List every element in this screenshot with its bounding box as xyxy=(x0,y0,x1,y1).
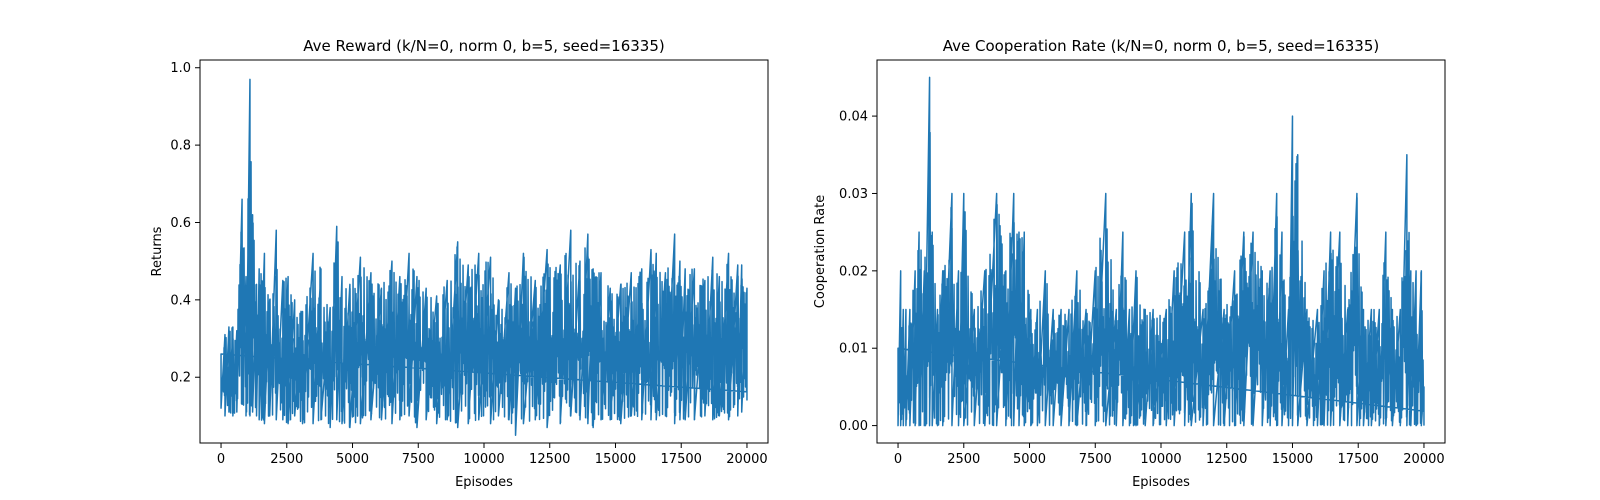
cooperation-y-tick-label: 0.01 xyxy=(839,342,868,357)
reward-x-tick-label: 12500 xyxy=(529,452,570,467)
reward-y-tick-label: 0.2 xyxy=(170,371,191,386)
reward-series-line xyxy=(220,78,748,437)
reward-chart: Ave Reward (k/N=0, norm 0, b=5, seed=163… xyxy=(150,37,769,490)
cooperation-y-tick-label: 0.02 xyxy=(839,264,868,279)
reward-x-tick-label: 5000 xyxy=(336,452,369,467)
cooperation-x-axis-label: Episodes xyxy=(1132,475,1190,490)
reward-y-tick-label: 0.6 xyxy=(170,216,191,231)
reward-y-tick-label: 0.8 xyxy=(170,139,191,154)
reward-x-tick-label: 7500 xyxy=(402,452,435,467)
reward-x-tick-label: 20000 xyxy=(726,452,767,467)
reward-x-tick-label: 17500 xyxy=(661,452,702,467)
reward-y-tick-label: 0.4 xyxy=(170,293,191,308)
cooperation-x-tick-label: 5000 xyxy=(1013,452,1046,467)
cooperation-x-tick-label: 0 xyxy=(894,452,902,467)
cooperation-y-ticks: 0.00 0.01 0.02 0.03 0.04 xyxy=(839,110,877,434)
cooperation-chart: Ave Cooperation Rate (k/N=0, norm 0, b=5… xyxy=(813,37,1446,490)
cooperation-series-line xyxy=(897,76,1425,427)
cooperation-x-tick-label: 17500 xyxy=(1338,452,1379,467)
cooperation-x-tick-label: 2500 xyxy=(947,452,980,467)
cooperation-x-tick-label: 15000 xyxy=(1272,452,1313,467)
reward-y-axis-label: Returns xyxy=(150,226,165,276)
cooperation-x-tick-label: 20000 xyxy=(1403,452,1444,467)
cooperation-y-axis-label: Cooperation Rate xyxy=(813,195,828,308)
cooperation-y-tick-label: 0.03 xyxy=(839,187,868,202)
reward-chart-title: Ave Reward (k/N=0, norm 0, b=5, seed=163… xyxy=(303,37,665,55)
cooperation-plot-area xyxy=(897,76,1425,427)
reward-y-tick-label: 1.0 xyxy=(170,61,191,76)
reward-x-ticks: 0 2500 5000 7500 10000 12500 15000 17500 20000 xyxy=(217,443,768,467)
reward-x-tick-label: 0 xyxy=(217,452,225,467)
cooperation-chart-title: Ave Cooperation Rate (k/N=0, norm 0, b=5… xyxy=(943,37,1379,55)
reward-y-ticks: 0.2 0.4 0.6 0.8 1.0 xyxy=(170,61,200,386)
reward-x-axis-label: Episodes xyxy=(455,475,513,490)
reward-x-tick-label: 10000 xyxy=(463,452,504,467)
reward-x-tick-label: 15000 xyxy=(595,452,636,467)
cooperation-y-tick-label: 0.00 xyxy=(839,419,868,434)
cooperation-y-tick-label: 0.04 xyxy=(839,110,868,125)
cooperation-x-tick-label: 12500 xyxy=(1206,452,1247,467)
reward-plot-area xyxy=(220,78,748,437)
reward-x-tick-label: 2500 xyxy=(270,452,303,467)
cooperation-x-ticks: 0 2500 5000 7500 10000 12500 15000 17500 20000 xyxy=(894,443,1445,467)
cooperation-x-tick-label: 7500 xyxy=(1079,452,1112,467)
cooperation-x-tick-label: 10000 xyxy=(1140,452,1181,467)
